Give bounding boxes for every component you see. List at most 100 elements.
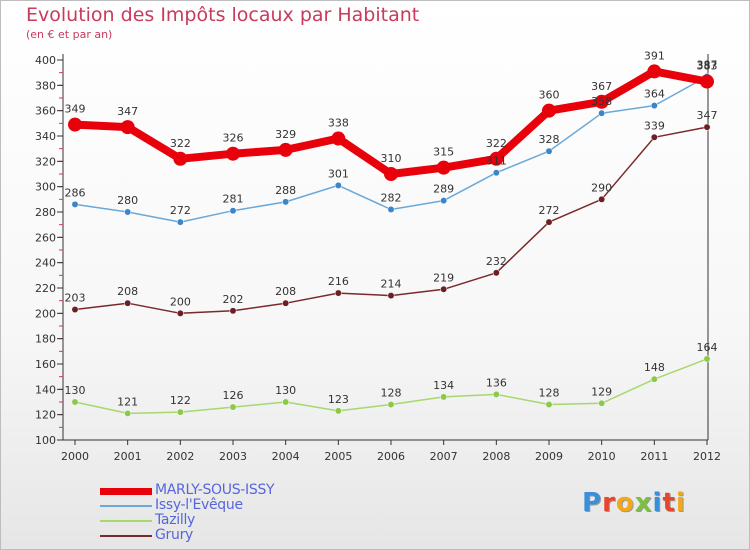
data-label: 329: [275, 128, 296, 141]
data-label: 288: [275, 184, 296, 197]
data-label: 134: [433, 379, 454, 392]
data-point: [650, 102, 658, 110]
legend-swatch-marly: [100, 488, 152, 495]
data-label: 200: [170, 295, 191, 308]
data-point: [120, 120, 135, 135]
y-tick-label: 220: [35, 282, 56, 295]
data-label: 272: [539, 204, 560, 217]
data-label: 123: [328, 393, 349, 406]
data-label: 286: [65, 186, 86, 199]
legend-label-issy: Issy-l'Evêque: [155, 497, 243, 513]
data-label: 322: [170, 137, 191, 150]
data-point: [278, 142, 293, 157]
data-point: [334, 407, 342, 415]
data-label: 126: [223, 389, 244, 402]
data-point: [650, 375, 658, 383]
data-point: [229, 207, 237, 215]
data-point: [598, 195, 606, 203]
data-label: 216: [328, 275, 349, 288]
data-label: 290: [591, 181, 612, 194]
data-point: [489, 151, 504, 166]
x-tick-label: 2001: [114, 450, 142, 463]
x-tick-label: 2007: [430, 450, 458, 463]
data-point: [598, 399, 606, 407]
data-label: 129: [591, 385, 612, 398]
legend-swatch-grury: [100, 535, 152, 537]
y-tick-label: 180: [35, 333, 56, 346]
data-point: [71, 200, 79, 208]
data-point: [440, 197, 448, 205]
data-label: 364: [644, 88, 665, 101]
x-tick-label: 2004: [272, 450, 300, 463]
legend-label-grury: Grury: [155, 527, 194, 543]
x-tick-label: 2012: [693, 450, 721, 463]
data-label: 289: [433, 183, 454, 196]
y-tick-label: 200: [35, 307, 56, 320]
data-labels-layer: 130 121 122 126 130 123 128 134 136 128 129 148 164 2…: [65, 49, 718, 408]
y-tick-label: 380: [35, 79, 56, 92]
data-point: [542, 103, 556, 118]
y-tick-label: 240: [35, 257, 56, 270]
data-point: [703, 355, 711, 363]
data-point: [703, 123, 711, 131]
series-layer: [68, 64, 714, 417]
data-point: [71, 306, 79, 313]
data-label: 203: [65, 292, 86, 305]
data-label: 391: [644, 49, 665, 62]
data-point: [124, 409, 132, 417]
y-tick-label: 320: [35, 155, 56, 168]
x-tick-label: 2008: [482, 450, 510, 463]
data-point: [387, 401, 395, 408]
data-label: 128: [539, 387, 560, 400]
data-label: 208: [117, 285, 138, 298]
data-label: 130: [65, 384, 86, 397]
data-point: [68, 117, 82, 132]
data-label: 360: [539, 89, 560, 102]
data-point: [492, 269, 500, 277]
data-label: 219: [433, 271, 454, 284]
data-point: [492, 169, 500, 177]
data-point: [436, 160, 451, 175]
data-label: 349: [65, 103, 86, 116]
data-point: [282, 398, 290, 406]
data-label: 232: [486, 255, 507, 268]
data-point: [334, 181, 342, 189]
data-point: [545, 218, 553, 226]
data-point: [545, 401, 553, 408]
y-tick-label: 260: [35, 231, 56, 244]
y-tick-label: 400: [35, 54, 56, 67]
data-label: 136: [486, 376, 507, 389]
legend-label-marly: MARLY-SOUS-ISSY: [155, 482, 275, 498]
data-label: 280: [117, 194, 138, 207]
data-point: [492, 390, 500, 398]
data-point: [334, 289, 342, 297]
data-point: [176, 309, 184, 317]
x-tick-label: 2006: [377, 450, 405, 463]
y-tick-label: 120: [35, 409, 56, 422]
data-label: 122: [170, 394, 191, 407]
data-point: [229, 403, 237, 411]
data-point: [650, 133, 658, 141]
data-point: [282, 299, 290, 307]
y-tick-label: 300: [35, 181, 56, 194]
data-point: [229, 307, 237, 315]
x-tick-label: 2011: [640, 450, 668, 463]
data-point: [594, 94, 609, 109]
x-tick-label: 2010: [588, 450, 616, 463]
data-point: [282, 198, 290, 206]
data-point: [384, 167, 398, 181]
data-label: 347: [697, 109, 718, 122]
legend-swatch-issy: [100, 505, 152, 507]
chart-subtitle: (en € et par an): [26, 28, 113, 41]
chart-axes: 100 120 140 160 180 200 220 240 260 280 300 320 340 3…: [35, 54, 721, 463]
data-point: [226, 146, 240, 161]
proxiti-logo: Proxiti: [582, 488, 686, 518]
x-tick-label: 2009: [535, 450, 563, 463]
data-label: 311: [486, 155, 507, 168]
legend-swatch-tazilly: [100, 520, 152, 522]
x-tick-label: 2002: [166, 450, 194, 463]
data-label: 301: [328, 167, 349, 180]
chart-title: Evolution des Impôts locaux par Habitant: [26, 4, 420, 26]
data-point: [545, 147, 553, 155]
data-point: [387, 206, 395, 213]
